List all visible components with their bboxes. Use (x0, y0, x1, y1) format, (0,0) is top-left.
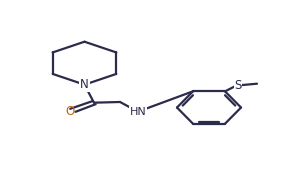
Text: N: N (80, 78, 89, 91)
Text: HN: HN (129, 107, 146, 117)
Text: S: S (234, 79, 242, 92)
Text: O: O (65, 105, 74, 118)
